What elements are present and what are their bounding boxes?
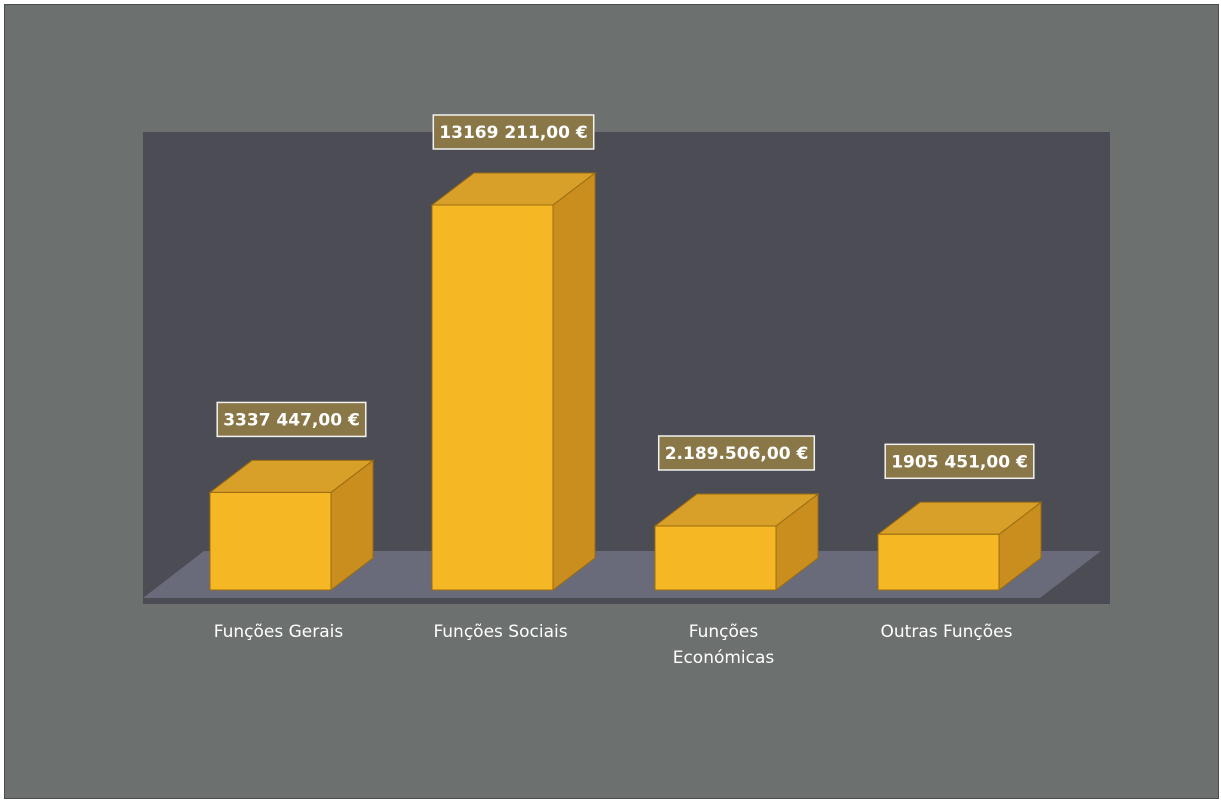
- bar-front: [209, 491, 332, 591]
- data-label-2: 13169 211,00 €: [432, 114, 595, 150]
- data-label-3: 2.189.506,00 €: [657, 435, 816, 471]
- bar-3: [653, 492, 820, 592]
- data-label-box: [216, 401, 367, 438]
- bar-chart: 3337 447,00 € 13169 211,00 € 2.189.506,00 …: [143, 114, 1110, 668]
- bar-front: [654, 525, 777, 591]
- chart-background: 3337 447,00 € 13169 211,00 € 2.189.506,00 …: [4, 4, 1219, 799]
- bar-1: [208, 459, 375, 592]
- bar-front: [877, 533, 1000, 591]
- category-label: Funções Económicas: [673, 622, 775, 668]
- category-label: Outras Funções: [881, 622, 1013, 642]
- data-label-text: 2.189.506,00 €: [665, 444, 809, 464]
- bar-side: [552, 171, 596, 592]
- category-label: Funções Gerais: [214, 622, 344, 642]
- data-label-4: 1905 451,00 €: [884, 443, 1035, 480]
- data-label-box: [884, 443, 1035, 480]
- data-label-1: 3337 447,00 €: [216, 401, 367, 438]
- bar-front: [431, 204, 554, 591]
- data-label-text: 13169 211,00 €: [439, 123, 587, 143]
- bar-4: [876, 501, 1043, 592]
- chart-floor: [143, 551, 1101, 598]
- data-label-text: 3337 447,00 €: [223, 410, 360, 430]
- category-label: Funções Sociais: [433, 622, 567, 642]
- bar-2: [430, 171, 597, 592]
- data-label-box: [432, 114, 595, 150]
- data-label-box: [657, 435, 816, 471]
- data-label-text: 1905 451,00 €: [891, 452, 1028, 472]
